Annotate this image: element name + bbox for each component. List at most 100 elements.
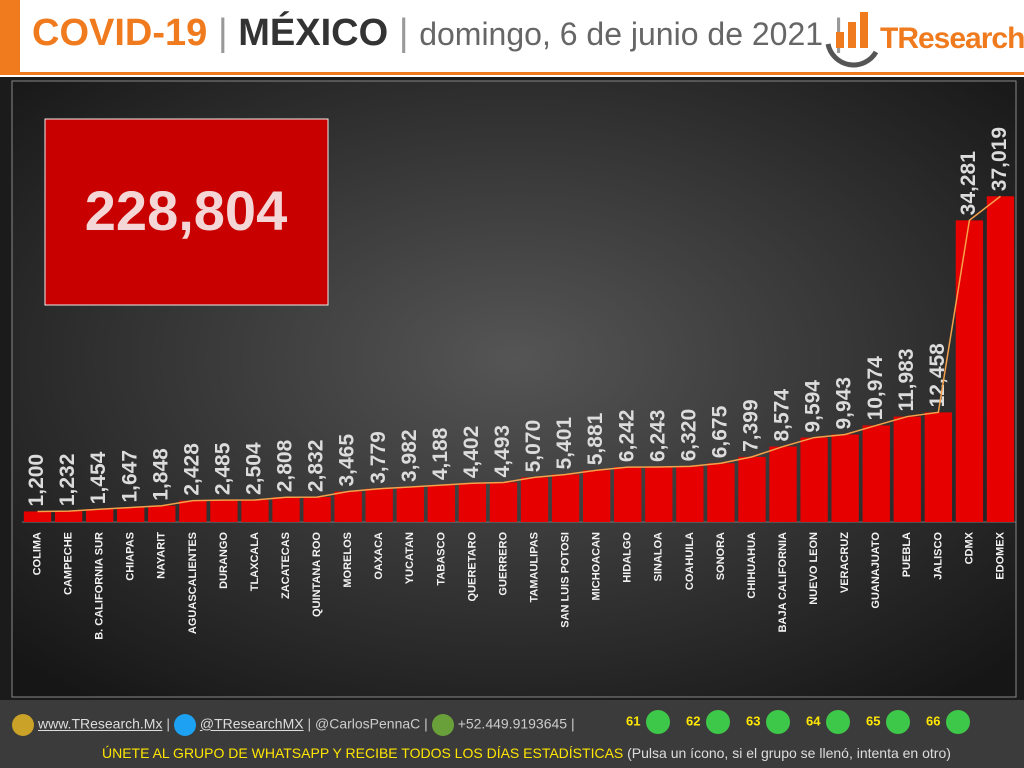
x-tick-label: JALISCO — [932, 532, 944, 580]
bar — [769, 446, 797, 522]
x-tick-label: SINALOA — [653, 532, 665, 582]
whatsapp-icon — [886, 710, 911, 734]
note: (Pulsa un ícono, si el grupo se llenó, i… — [627, 745, 951, 761]
twitter-icon — [173, 714, 196, 736]
x-tick-label: PUEBLA — [901, 532, 913, 577]
value-label: 6,320 — [677, 409, 700, 462]
x-tick-label: CHIAPAS — [125, 532, 137, 581]
x-tick-label: ZACATECAS — [280, 532, 292, 599]
date: domingo, 6 de junio de 2021 — [419, 16, 824, 52]
value-label: 34,281 — [957, 151, 980, 216]
value-label: 1,232 — [56, 454, 79, 507]
value-label: 10,974 — [864, 356, 887, 421]
x-tick-label: CHIHUAHUA — [746, 532, 758, 599]
bar — [396, 486, 424, 522]
group-number: 64 — [806, 713, 821, 729]
x-tick-label: GUANAJUATO — [870, 532, 882, 609]
value-label: 6,675 — [708, 405, 731, 458]
bar — [427, 485, 456, 522]
bar — [365, 488, 393, 522]
value-label: 2,428 — [180, 443, 203, 496]
bar — [272, 497, 300, 522]
bar — [85, 509, 114, 522]
x-tick-label: SAN LUIS POTOSI — [560, 532, 572, 628]
value-label: 1,454 — [87, 451, 110, 504]
value-label: 37,019 — [988, 127, 1011, 191]
group-link[interactable]: 63 — [746, 710, 806, 734]
bar — [148, 505, 176, 522]
value-label: 5,881 — [584, 412, 607, 465]
logo: TResearch — [880, 22, 1024, 55]
bar — [54, 511, 83, 522]
bar — [831, 434, 859, 522]
group-number: 63 — [746, 713, 761, 729]
value-label: 8,574 — [771, 389, 794, 442]
logo-icon — [825, 12, 879, 68]
bar — [676, 466, 704, 522]
bar — [893, 416, 921, 522]
group-number: 66 — [926, 713, 941, 729]
x-tick-label: AGUASCALIENTES — [187, 532, 199, 634]
group-link[interactable]: 66 — [926, 710, 986, 734]
whatsapp-icon — [826, 710, 851, 734]
x-tick-label: GUERRERO — [497, 532, 509, 596]
bar — [179, 500, 207, 522]
separator: | — [217, 12, 228, 54]
x-tick-label: TLAXCALA — [249, 532, 261, 591]
x-tick-label: B. CALIFORNIA SUR — [94, 532, 106, 640]
group-link[interactable]: 62 — [686, 710, 746, 734]
groups: 61 62 63 64 65 66 — [626, 710, 986, 734]
title: COVID-19 | MÉXICO | domingo, 6 de junio … — [32, 12, 844, 55]
value-label: 11,983 — [895, 348, 918, 411]
total-box — [44, 118, 329, 306]
title-text: COVID-19 — [32, 12, 208, 54]
x-tick-label: QUINTANA ROO — [311, 532, 323, 617]
x-tick-label: TABASCO — [435, 532, 447, 586]
bar — [334, 491, 362, 522]
bar — [582, 470, 611, 522]
group-number: 65 — [866, 713, 881, 729]
separator: | — [398, 12, 409, 54]
accent-strip — [0, 0, 20, 72]
x-tick-label: OAXACA — [373, 532, 385, 580]
x-tick-label: VERACRUZ — [839, 532, 851, 593]
x-tick-label: EDOMEX — [994, 531, 1006, 579]
footer: www.TResearch.Mx | @TResearchMX | @Carlo… — [0, 700, 1024, 768]
twitter[interactable]: @TResearchMX — [199, 715, 304, 732]
value-label: 12,458 — [926, 343, 949, 408]
x-tick-label: NAYARIT — [156, 532, 168, 579]
value-label: 2,504 — [243, 442, 266, 495]
personal: @CarlosPennaC — [315, 715, 421, 732]
web-icon — [12, 714, 34, 736]
x-tick-label: COLIMA — [31, 532, 43, 575]
bar — [458, 483, 487, 522]
x-tick-label: DURANGO — [218, 532, 230, 589]
value-label: 9,594 — [802, 380, 825, 433]
group-number: 62 — [686, 713, 701, 729]
bar — [551, 474, 580, 522]
value-label: 9,943 — [833, 377, 856, 430]
website[interactable]: www.TResearch.Mx — [38, 715, 163, 732]
bar — [23, 511, 52, 522]
group-link[interactable]: 61 — [626, 710, 686, 734]
x-tick-label: QUERETARO — [466, 532, 478, 602]
group-link[interactable]: 65 — [866, 710, 926, 734]
bar — [303, 497, 331, 522]
contact-row: www.TResearch.Mx | @TResearchMX | @Carlo… — [12, 714, 575, 736]
value-label: 3,982 — [398, 429, 421, 482]
x-tick-label: NUEVO LEON — [808, 532, 820, 605]
x-tick-label: CAMPECHE — [63, 532, 75, 595]
x-tick-label: MORELOS — [342, 532, 354, 588]
whatsapp-icon — [706, 710, 731, 734]
bar — [800, 437, 828, 522]
bar — [489, 482, 518, 522]
header: COVID-19 | MÉXICO | domingo, 6 de junio … — [0, 0, 1024, 75]
bar — [738, 456, 766, 522]
group-link[interactable]: 64 — [806, 710, 866, 734]
value-label: 6,243 — [646, 409, 669, 462]
bar — [614, 467, 642, 522]
x-tick-label: HIDALGO — [622, 532, 634, 583]
cta: ÚNETE AL GRUPO DE WHATSAPP Y RECIBE TODO… — [102, 745, 624, 761]
value-label: 7,399 — [740, 399, 763, 452]
